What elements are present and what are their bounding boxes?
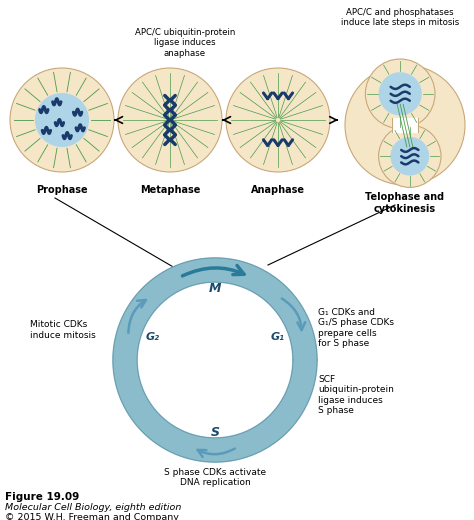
Text: G₁ CDKs and
G₁/S phase CDKs
prepare cells
for S phase: G₁ CDKs and G₁/S phase CDKs prepare cell…: [318, 308, 394, 348]
Text: S phase CDKs activate
DNA replication: S phase CDKs activate DNA replication: [164, 468, 266, 487]
Text: SCF
ubiquitin-protein
ligase induces
S phase: SCF ubiquitin-protein ligase induces S p…: [318, 375, 394, 415]
Text: M: M: [209, 281, 221, 294]
Text: Figure 19.09: Figure 19.09: [5, 492, 79, 502]
Circle shape: [379, 125, 441, 187]
Text: G₂: G₂: [145, 332, 159, 343]
Text: Telophase and
cytokinesis: Telophase and cytokinesis: [365, 192, 445, 214]
Text: S: S: [210, 425, 219, 438]
Text: Anaphase: Anaphase: [251, 185, 305, 195]
Text: APC/C and phosphatases
induce late steps in mitosis: APC/C and phosphatases induce late steps…: [341, 8, 459, 28]
Circle shape: [226, 68, 330, 172]
Circle shape: [391, 137, 429, 176]
Text: Prophase: Prophase: [36, 185, 88, 195]
Circle shape: [365, 59, 435, 128]
Text: Mitotic CDKs
induce mitosis: Mitotic CDKs induce mitosis: [30, 320, 96, 340]
Circle shape: [379, 72, 422, 115]
Bar: [392, 118, 418, 132]
Circle shape: [345, 65, 465, 185]
Circle shape: [35, 93, 89, 147]
Text: © 2015 W.H. Freeman and Company: © 2015 W.H. Freeman and Company: [5, 513, 179, 520]
Text: G₁: G₁: [271, 332, 285, 343]
Text: APC/C ubiquitin-protein
ligase induces
anaphase: APC/C ubiquitin-protein ligase induces a…: [135, 28, 235, 58]
Circle shape: [10, 68, 114, 172]
Circle shape: [118, 68, 222, 172]
Text: Molecular Cell Biology, eighth edition: Molecular Cell Biology, eighth edition: [5, 503, 182, 512]
Text: Metaphase: Metaphase: [140, 185, 200, 195]
